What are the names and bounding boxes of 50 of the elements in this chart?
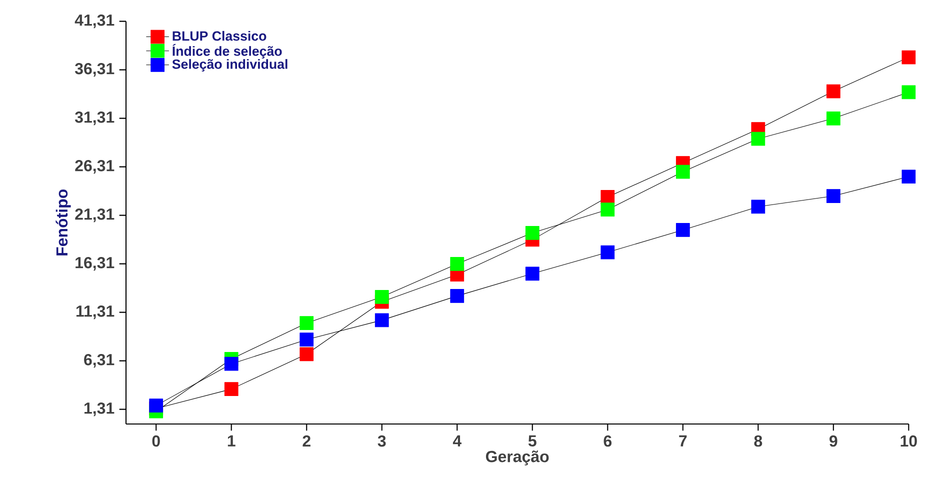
- point: [525, 226, 540, 240]
- point: [751, 132, 766, 146]
- x-tick-label: 6: [604, 435, 612, 447]
- point: [300, 347, 314, 362]
- legend-label: Índice de seleção: [172, 44, 282, 59]
- x-tick-label: 8: [754, 435, 762, 447]
- y-tick-label: 6,31: [84, 354, 114, 368]
- x-tick-label: 3: [378, 435, 386, 447]
- point: [751, 200, 766, 214]
- x-tick-label: 2: [302, 435, 310, 447]
- point: [450, 256, 464, 271]
- x-tick-label: 10: [900, 435, 917, 447]
- point: [902, 170, 916, 184]
- y-tick-label: 21,31: [75, 208, 114, 222]
- x-tick-label: 9: [830, 435, 838, 447]
- y-tick-label: 16,31: [76, 257, 114, 271]
- x-tick-label: 5: [528, 435, 536, 447]
- y-tick-label: 41,31: [74, 14, 114, 28]
- point: [826, 111, 840, 126]
- y-tick-label: 36,31: [74, 63, 114, 77]
- x-tick-label: 7: [679, 435, 687, 446]
- point: [676, 223, 690, 237]
- legend-label: BLUP Classico: [172, 30, 266, 41]
- legend-label: Seleção individual: [172, 59, 288, 72]
- point: [224, 382, 238, 396]
- point: [374, 313, 389, 328]
- x-tick-label: 0: [152, 435, 160, 447]
- y-tick-label: 11,31: [76, 306, 114, 320]
- x-tick-label: 4: [452, 435, 462, 446]
- y-tick-label: 26,31: [75, 160, 114, 174]
- point: [374, 290, 389, 304]
- y-tick-label: 31,31: [74, 112, 114, 126]
- point: [300, 316, 314, 330]
- point: [826, 189, 840, 203]
- point: [450, 289, 464, 303]
- point: [600, 245, 615, 260]
- y-tick-label: 1,31: [84, 402, 114, 416]
- point: [902, 85, 916, 100]
- point: [676, 164, 690, 179]
- point: [525, 266, 540, 281]
- point: [600, 202, 615, 217]
- x-axis-title: Geração: [486, 450, 549, 466]
- x-tick-label: 1: [228, 435, 236, 446]
- y-axis-title: Fenótipo: [56, 190, 71, 256]
- point: [600, 190, 615, 204]
- point: [149, 398, 164, 412]
- point: [826, 84, 840, 98]
- point: [300, 332, 314, 347]
- point: [224, 356, 238, 371]
- point: [902, 50, 916, 64]
